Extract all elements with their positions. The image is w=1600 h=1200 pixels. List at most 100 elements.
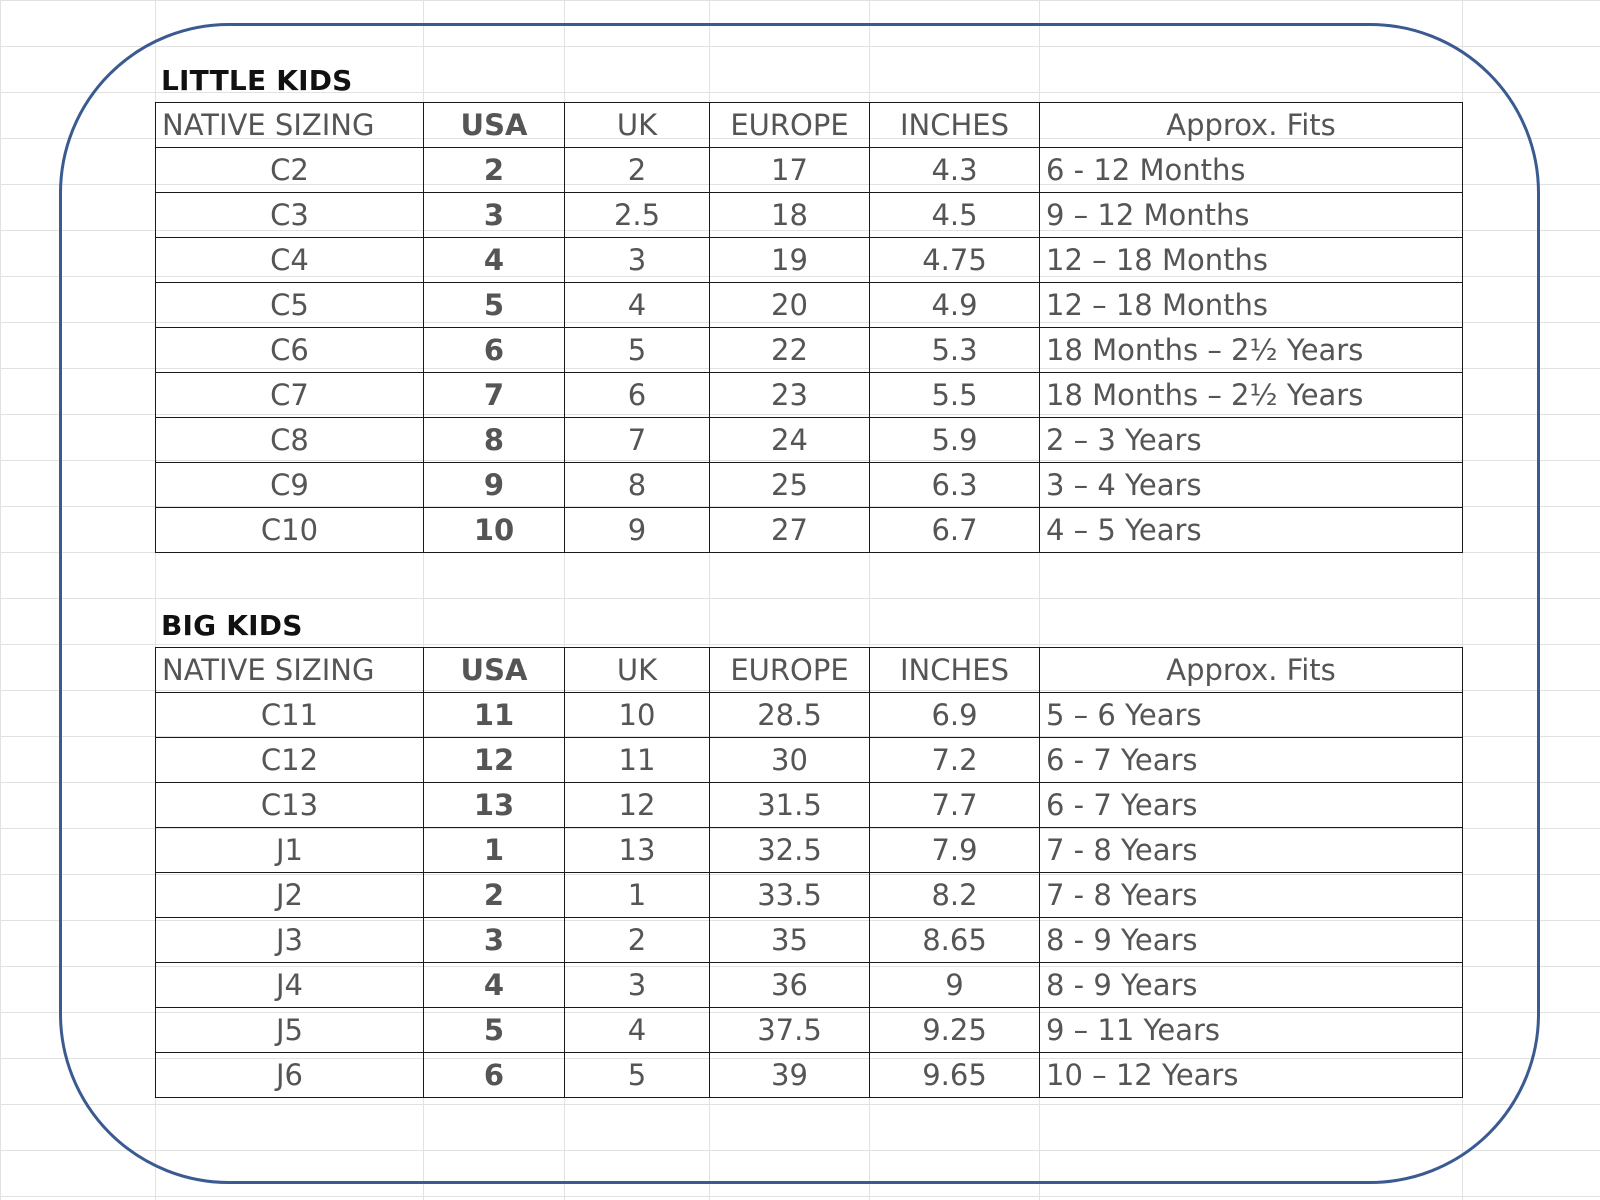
native-sizing-cell[interactable]: C4 (155, 237, 424, 283)
header-inches[interactable]: INCHES (869, 647, 1040, 693)
approx-fits-cell[interactable]: 8 - 9 Years (1039, 962, 1463, 1008)
usa-size-cell[interactable]: 6 (423, 327, 565, 373)
europe-size-cell[interactable]: 28.5 (709, 692, 870, 738)
inches-cell[interactable]: 4.3 (869, 147, 1040, 193)
uk-size-cell[interactable]: 2 (564, 147, 710, 193)
header-inches[interactable]: INCHES (869, 102, 1040, 148)
uk-size-cell[interactable]: 2 (564, 917, 710, 963)
usa-size-cell[interactable]: 4 (423, 237, 565, 283)
usa-size-cell[interactable]: 1 (423, 827, 565, 873)
europe-size-cell[interactable]: 35 (709, 917, 870, 963)
usa-size-cell[interactable]: 11 (423, 692, 565, 738)
native-sizing-cell[interactable]: J3 (155, 917, 424, 963)
header-approx-fits[interactable]: Approx. Fits (1039, 102, 1463, 148)
uk-size-cell[interactable]: 2.5 (564, 192, 710, 238)
native-sizing-cell[interactable]: C5 (155, 282, 424, 328)
europe-size-cell[interactable]: 18 (709, 192, 870, 238)
uk-size-cell[interactable]: 10 (564, 692, 710, 738)
usa-size-cell[interactable]: 3 (423, 192, 565, 238)
usa-size-cell[interactable]: 2 (423, 872, 565, 918)
approx-fits-cell[interactable]: 5 – 6 Years (1039, 692, 1463, 738)
inches-cell[interactable]: 8.65 (869, 917, 1040, 963)
inches-cell[interactable]: 5.9 (869, 417, 1040, 463)
inches-cell[interactable]: 5.3 (869, 327, 1040, 373)
native-sizing-cell[interactable]: C8 (155, 417, 424, 463)
europe-size-cell[interactable]: 22 (709, 327, 870, 373)
header-uk[interactable]: UK (564, 647, 710, 693)
header-europe[interactable]: EUROPE (709, 102, 870, 148)
approx-fits-cell[interactable]: 10 – 12 Years (1039, 1052, 1463, 1098)
usa-size-cell[interactable]: 4 (423, 962, 565, 1008)
inches-cell[interactable]: 9.25 (869, 1007, 1040, 1053)
native-sizing-cell[interactable]: J4 (155, 962, 424, 1008)
uk-size-cell[interactable]: 4 (564, 282, 710, 328)
header-usa[interactable]: USA (423, 102, 565, 148)
inches-cell[interactable]: 8.2 (869, 872, 1040, 918)
usa-size-cell[interactable]: 13 (423, 782, 565, 828)
native-sizing-cell[interactable]: J6 (155, 1052, 424, 1098)
usa-size-cell[interactable]: 6 (423, 1052, 565, 1098)
inches-cell[interactable]: 9.65 (869, 1052, 1040, 1098)
native-sizing-cell[interactable]: C9 (155, 462, 424, 508)
inches-cell[interactable]: 6.7 (869, 507, 1040, 553)
inches-cell[interactable]: 7.2 (869, 737, 1040, 783)
native-sizing-cell[interactable]: C3 (155, 192, 424, 238)
approx-fits-cell[interactable]: 7 - 8 Years (1039, 827, 1463, 873)
inches-cell[interactable]: 4.5 (869, 192, 1040, 238)
uk-size-cell[interactable]: 5 (564, 1052, 710, 1098)
approx-fits-cell[interactable]: 6 - 12 Months (1039, 147, 1463, 193)
europe-size-cell[interactable]: 25 (709, 462, 870, 508)
europe-size-cell[interactable]: 19 (709, 237, 870, 283)
approx-fits-cell[interactable]: 3 – 4 Years (1039, 462, 1463, 508)
header-europe[interactable]: EUROPE (709, 647, 870, 693)
europe-size-cell[interactable]: 32.5 (709, 827, 870, 873)
approx-fits-cell[interactable]: 4 – 5 Years (1039, 507, 1463, 553)
europe-size-cell[interactable]: 37.5 (709, 1007, 870, 1053)
approx-fits-cell[interactable]: 12 – 18 Months (1039, 237, 1463, 283)
inches-cell[interactable]: 4.9 (869, 282, 1040, 328)
native-sizing-cell[interactable]: J2 (155, 872, 424, 918)
approx-fits-cell[interactable]: 12 – 18 Months (1039, 282, 1463, 328)
uk-size-cell[interactable]: 3 (564, 237, 710, 283)
uk-size-cell[interactable]: 5 (564, 327, 710, 373)
usa-size-cell[interactable]: 12 (423, 737, 565, 783)
native-sizing-cell[interactable]: J1 (155, 827, 424, 873)
inches-cell[interactable]: 6.9 (869, 692, 1040, 738)
europe-size-cell[interactable]: 17 (709, 147, 870, 193)
native-sizing-cell[interactable]: C13 (155, 782, 424, 828)
native-sizing-cell[interactable]: C11 (155, 692, 424, 738)
inches-cell[interactable]: 7.7 (869, 782, 1040, 828)
europe-size-cell[interactable]: 27 (709, 507, 870, 553)
approx-fits-cell[interactable]: 2 – 3 Years (1039, 417, 1463, 463)
native-sizing-cell[interactable]: C12 (155, 737, 424, 783)
uk-size-cell[interactable]: 3 (564, 962, 710, 1008)
approx-fits-cell[interactable]: 9 – 11 Years (1039, 1007, 1463, 1053)
native-sizing-cell[interactable]: C2 (155, 147, 424, 193)
usa-size-cell[interactable]: 3 (423, 917, 565, 963)
uk-size-cell[interactable]: 6 (564, 372, 710, 418)
uk-size-cell[interactable]: 12 (564, 782, 710, 828)
native-sizing-cell[interactable]: C6 (155, 327, 424, 373)
inches-cell[interactable]: 7.9 (869, 827, 1040, 873)
inches-cell[interactable]: 5.5 (869, 372, 1040, 418)
usa-size-cell[interactable]: 8 (423, 417, 565, 463)
approx-fits-cell[interactable]: 18 Months – 2½ Years (1039, 372, 1463, 418)
approx-fits-cell[interactable]: 18 Months – 2½ Years (1039, 327, 1463, 373)
europe-size-cell[interactable]: 30 (709, 737, 870, 783)
usa-size-cell[interactable]: 10 (423, 507, 565, 553)
uk-size-cell[interactable]: 7 (564, 417, 710, 463)
header-native-sizing[interactable]: NATIVE SIZING (155, 102, 424, 148)
uk-size-cell[interactable]: 9 (564, 507, 710, 553)
header-uk[interactable]: UK (564, 102, 710, 148)
inches-cell[interactable]: 6.3 (869, 462, 1040, 508)
native-sizing-cell[interactable]: J5 (155, 1007, 424, 1053)
europe-size-cell[interactable]: 20 (709, 282, 870, 328)
usa-size-cell[interactable]: 7 (423, 372, 565, 418)
approx-fits-cell[interactable]: 6 - 7 Years (1039, 737, 1463, 783)
approx-fits-cell[interactable]: 8 - 9 Years (1039, 917, 1463, 963)
native-sizing-cell[interactable]: C7 (155, 372, 424, 418)
uk-size-cell[interactable]: 13 (564, 827, 710, 873)
inches-cell[interactable]: 4.75 (869, 237, 1040, 283)
usa-size-cell[interactable]: 5 (423, 282, 565, 328)
europe-size-cell[interactable]: 31.5 (709, 782, 870, 828)
